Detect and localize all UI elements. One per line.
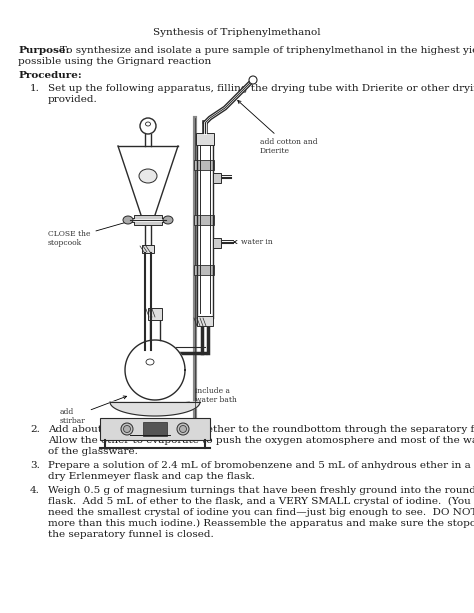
Text: Add about 2 mL of anhydrous ether to the roundbottom through the separatory funn: Add about 2 mL of anhydrous ether to the…	[48, 425, 474, 434]
Text: include a
water bath: include a water bath	[169, 387, 237, 407]
Text: Allow the ether to evaporate to push the oxygen atomosphere and most of the wate: Allow the ether to evaporate to push the…	[48, 436, 474, 445]
Bar	[213, 173, 221, 183]
Text: the separatory funnel is closed.: the separatory funnel is closed.	[48, 530, 214, 539]
Bar	[142, 245, 154, 253]
Bar	[194, 160, 214, 170]
Text: Set up the following apparatus, filling the drying tube with Drierite or other d: Set up the following apparatus, filling …	[48, 84, 474, 93]
Bar	[100, 418, 210, 440]
Bar	[213, 238, 221, 248]
Text: more than this much iodine.) Reassemble the apparatus and make sure the stopcock: more than this much iodine.) Reassemble …	[48, 519, 474, 528]
Text: flask.  Add 5 mL of ether to the flask, and a VERY SMALL crystal of iodine.  (Yo: flask. Add 5 mL of ether to the flask, a…	[48, 497, 474, 506]
Text: water in: water in	[234, 238, 273, 246]
Text: of the glassware.: of the glassware.	[48, 447, 138, 456]
Text: To synthesize and isolate a pure sample of triphenylmethanol in the highest yiel: To synthesize and isolate a pure sample …	[60, 46, 474, 55]
Ellipse shape	[121, 423, 133, 435]
Bar	[196, 133, 214, 145]
Bar	[197, 316, 213, 326]
Ellipse shape	[140, 118, 156, 134]
Text: add
stirbar: add stirbar	[60, 396, 127, 425]
Text: 2.: 2.	[30, 425, 40, 434]
Polygon shape	[118, 146, 178, 218]
Polygon shape	[110, 402, 200, 416]
Text: Synthesis of Triphenylmethanol: Synthesis of Triphenylmethanol	[153, 28, 321, 37]
Ellipse shape	[177, 423, 189, 435]
Text: 4.: 4.	[30, 486, 40, 495]
Ellipse shape	[146, 122, 151, 126]
Text: 3.: 3.	[30, 461, 40, 470]
Ellipse shape	[123, 216, 133, 224]
Text: Prepare a solution of 2.4 mL of bromobenzene and 5 mL of anhydrous ether in a sm: Prepare a solution of 2.4 mL of bromoben…	[48, 461, 474, 470]
Text: possible using the Grignard reaction: possible using the Grignard reaction	[18, 57, 211, 66]
Bar	[194, 215, 214, 225]
Ellipse shape	[163, 216, 173, 224]
Bar	[134, 215, 162, 225]
Text: dry Erlenmeyer flask and cap the flask.: dry Erlenmeyer flask and cap the flask.	[48, 472, 255, 481]
Text: Purpose:: Purpose:	[18, 46, 69, 55]
Bar	[143, 422, 167, 436]
Text: CLOSE the
stopcook: CLOSE the stopcook	[48, 221, 130, 247]
Bar	[148, 308, 162, 320]
Text: Procedure:: Procedure:	[18, 71, 82, 80]
Ellipse shape	[139, 169, 157, 183]
Ellipse shape	[124, 425, 130, 433]
Polygon shape	[125, 340, 185, 400]
Ellipse shape	[249, 76, 257, 84]
Bar	[194, 265, 214, 275]
Text: Weigh 0.5 g of magnesium turnings that have been freshly ground into the roundbo: Weigh 0.5 g of magnesium turnings that h…	[48, 486, 474, 495]
Text: provided.: provided.	[48, 95, 98, 104]
Text: need the smallest crystal of iodine you can find—just big enough to see.  DO NOT: need the smallest crystal of iodine you …	[48, 508, 474, 517]
Ellipse shape	[180, 425, 186, 433]
Text: 1.: 1.	[30, 84, 40, 93]
Text: add cotton and
Drierite: add cotton and Drierite	[238, 101, 318, 155]
